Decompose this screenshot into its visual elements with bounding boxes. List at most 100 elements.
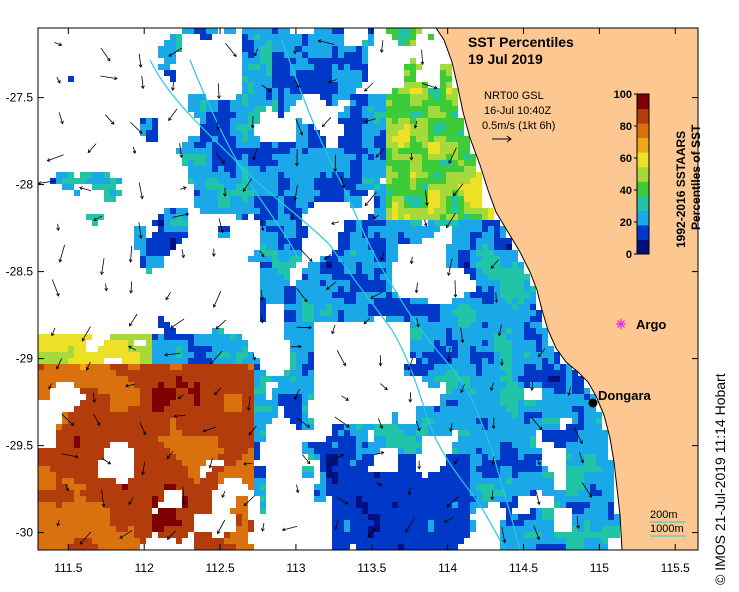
sst-pixel [80,448,86,454]
current-arrow-icon [216,519,226,535]
sst-pixel [410,166,416,172]
sst-pixel [386,502,392,508]
lon-tick-label: 112.5 [205,561,234,575]
sst-pixel [56,346,62,352]
sst-pixel [212,478,218,484]
sst-pixel [590,478,596,484]
sst-pixel [92,502,98,508]
sst-pixel [86,544,92,550]
sst-pixel [440,418,446,424]
sst-pixel [128,376,134,382]
sst-pixel [56,424,62,430]
sst-pixel [338,496,344,502]
sst-pixel [80,508,86,514]
sst-pixel [350,244,356,250]
sst-pixel [530,490,536,496]
sst-pixel [320,70,326,76]
sst-pixel [272,244,278,250]
current-arrow-icon [85,361,91,371]
sst-pixel [200,454,206,460]
sst-pixel [314,448,320,454]
sst-pixel [278,148,284,154]
sst-pixel [362,502,368,508]
sst-pixel [218,466,224,472]
sst-pixel [296,394,302,400]
sst-pixel [464,394,470,400]
sst-pixel [470,490,476,496]
sst-pixel [242,472,248,478]
sst-pixel [518,286,524,292]
sst-pixel [536,532,542,538]
sst-pixel [422,490,428,496]
sst-pixel [338,544,344,550]
sst-pixel [314,196,320,202]
sst-pixel [452,352,458,358]
sst-pixel [428,154,434,160]
sst-pixel [68,508,74,514]
sst-pixel [458,508,464,514]
sst-pixel [362,220,368,226]
sst-pixel [368,250,374,256]
sst-pixel [476,298,482,304]
sst-pixel [224,394,230,400]
sst-pixel [434,328,440,334]
sst-pixel [242,514,248,520]
sst-pixel [374,136,380,142]
sst-pixel [446,364,452,370]
sst-pixel [362,130,368,136]
sst-pixel [380,214,386,220]
sst-pixel [326,448,332,454]
sst-pixel [470,292,476,298]
sst-pixel [242,508,248,514]
sst-pixel [404,442,410,448]
sst-pixel [344,190,350,196]
sst-pixel [458,430,464,436]
sst-pixel [506,250,512,256]
sst-pixel [362,448,368,454]
sst-pixel [158,418,164,424]
sst-pixel [140,382,146,388]
sst-pixel [260,94,266,100]
sst-pixel [266,298,272,304]
sst-pixel [272,220,278,226]
sst-pixel [182,448,188,454]
sst-pixel [434,424,440,430]
sst-pixel [362,64,368,70]
sst-pixel [494,244,500,250]
sst-pixel [92,220,98,226]
sst-pixel [98,364,104,370]
sst-pixel [476,244,482,250]
sst-pixel [596,430,602,436]
sst-pixel [296,310,302,316]
sst-pixel [368,172,374,178]
sst-pixel [206,202,212,208]
sst-pixel [164,412,170,418]
sst-pixel [146,472,152,478]
colorbar-segment [637,166,649,182]
sst-pixel [422,94,428,100]
sst-pixel [86,466,92,472]
sst-pixel [278,52,284,58]
sst-pixel [386,118,392,124]
sst-pixel [218,154,224,160]
sst-pixel [386,196,392,202]
sst-pixel [386,202,392,208]
sst-pixel [278,238,284,244]
sst-pixel [290,328,296,334]
sst-pixel [224,106,230,112]
current-arrow-icon [414,282,419,294]
sst-pixel [266,58,272,64]
sst-pixel [56,532,62,538]
sst-pixel [272,166,278,172]
sst-pixel [428,310,434,316]
sst-pixel [152,262,158,268]
sst-pixel [506,520,512,526]
sst-pixel [410,352,416,358]
sst-pixel [266,166,272,172]
sst-pixel [530,340,536,346]
sst-pixel [356,106,362,112]
sst-pixel [356,442,362,448]
sst-pixel [188,340,194,346]
sst-pixel [236,352,242,358]
sst-pixel [404,130,410,136]
